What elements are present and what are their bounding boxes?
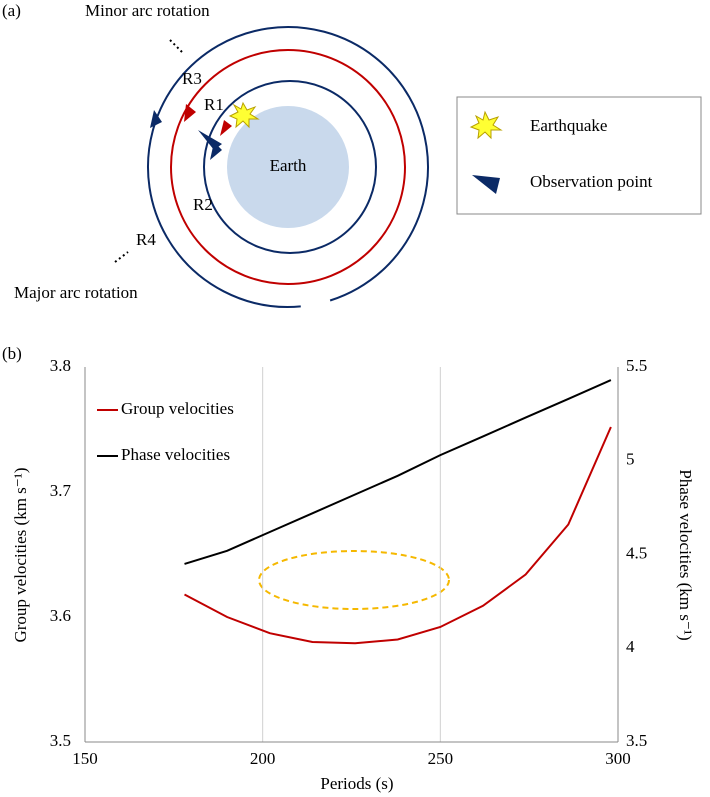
- legend-box: [456, 96, 702, 215]
- y-axis-label: Group velocities (km s⁻¹): [11, 467, 30, 642]
- arrow: [150, 110, 162, 128]
- arrow: [184, 104, 196, 122]
- legend-icon: [472, 175, 500, 194]
- legend-label: Earthquake: [530, 116, 607, 135]
- x-tick-label: 300: [605, 749, 631, 768]
- y2-tick-label: 5: [626, 450, 635, 469]
- label: R3: [182, 69, 202, 88]
- annotation: Major arc rotation: [14, 283, 138, 302]
- arrow: [220, 120, 232, 136]
- inner-orbit: [203, 80, 377, 254]
- x-axis-label: Periods (s): [320, 774, 393, 793]
- highlight-ellipse: [258, 550, 450, 610]
- data-line: [184, 426, 612, 645]
- diagram: Minor arc rotation Major arc rotation R1…: [14, 1, 702, 308]
- x-tick-label: 200: [250, 749, 276, 768]
- earthquake: [228, 101, 260, 129]
- arrow: [210, 142, 222, 160]
- y-tick-label: 3.7: [50, 481, 72, 500]
- panel-label: (b): [2, 344, 22, 363]
- dots: [169, 39, 183, 53]
- label: R1: [204, 95, 224, 114]
- earth-disc: [227, 106, 349, 228]
- y-tick-label: 3.6: [50, 606, 71, 625]
- y2-tick-label: 5.5: [626, 356, 647, 375]
- x-tick-label: 250: [428, 749, 454, 768]
- data-line: [184, 379, 612, 565]
- legend-label: Observation point: [530, 172, 653, 191]
- legend-icon: [469, 110, 503, 140]
- y-tick-label: 3.5: [50, 731, 71, 750]
- y-tick-label: 3.8: [50, 356, 71, 375]
- legend-label: Group velocities: [121, 399, 234, 418]
- label: Earth: [270, 156, 307, 175]
- y2-tick-label: 4: [626, 637, 635, 656]
- dots: [114, 251, 129, 263]
- label: R4: [136, 230, 156, 249]
- outer-orbit: [147, 26, 429, 308]
- y2-tick-label: 4.5: [626, 543, 647, 562]
- x-tick-label: 150: [72, 749, 98, 768]
- red-orbit: [170, 49, 406, 285]
- label: R2: [193, 195, 213, 214]
- y2-axis-label: Phase velocities (km s⁻¹): [676, 469, 695, 640]
- annotation: Minor arc rotation: [85, 1, 210, 20]
- legend-label: Phase velocities: [121, 445, 230, 464]
- panel-label: (a): [2, 1, 21, 20]
- y2-tick-label: 3.5: [626, 731, 647, 750]
